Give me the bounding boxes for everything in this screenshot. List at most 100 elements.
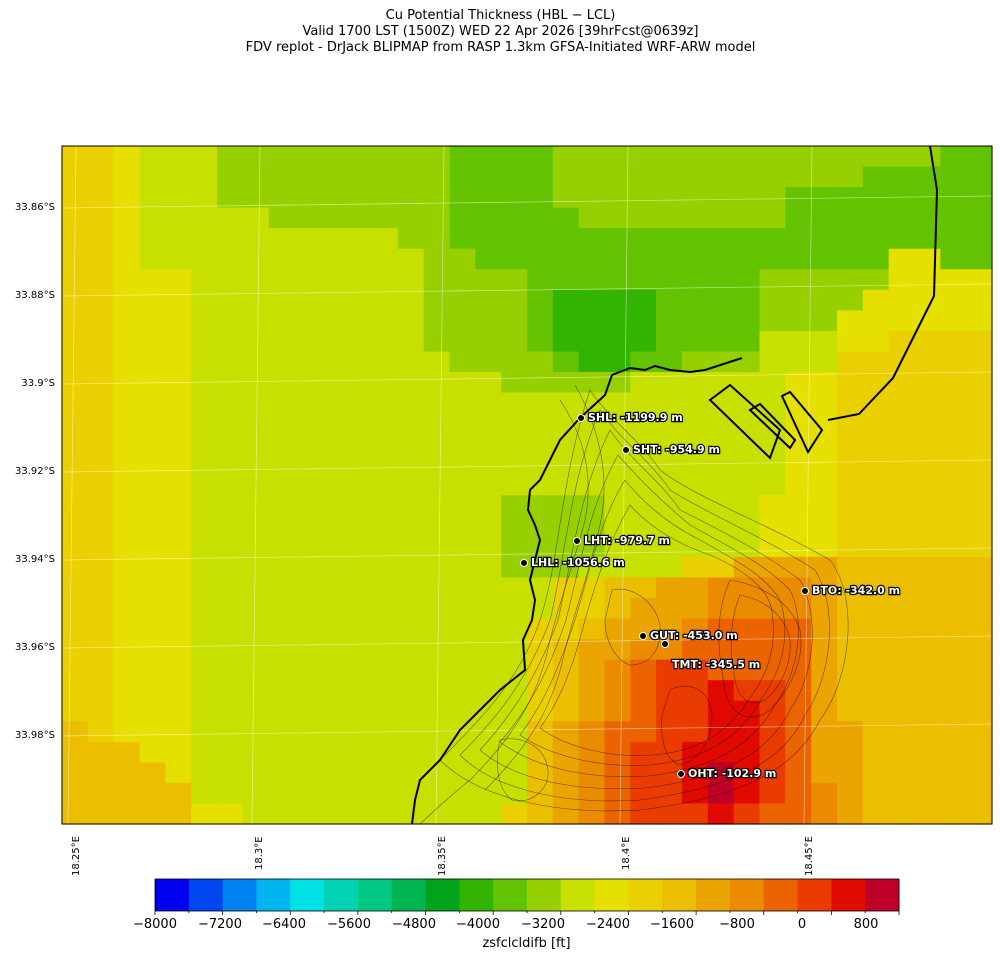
grid-cell	[759, 372, 786, 394]
grid-cell	[604, 721, 631, 743]
grid-cell	[217, 392, 244, 414]
grid-cell	[707, 166, 735, 188]
grid-cell	[733, 207, 761, 229]
grid-cell	[165, 166, 192, 188]
grid-cell	[837, 680, 864, 702]
grid-cell	[656, 659, 683, 681]
grid-cell	[630, 741, 657, 763]
grid-cell	[811, 515, 838, 537]
grid-cell	[87, 577, 115, 599]
grid-cell	[87, 310, 115, 332]
grid-cell	[578, 680, 606, 702]
grid-cell	[139, 577, 166, 599]
grid-cell	[501, 310, 528, 332]
colorbar-label: zsfclcldifb [ft]	[482, 936, 571, 951]
grid-cell	[139, 413, 166, 435]
grid-cell	[372, 454, 399, 476]
grid-cell	[630, 310, 657, 332]
grid-cell	[759, 700, 786, 722]
grid-cell	[888, 577, 916, 599]
grid-cell	[966, 618, 993, 640]
grid-cell	[268, 248, 296, 270]
grid-cell	[217, 454, 244, 476]
grid-cell	[449, 413, 476, 435]
grid-cell	[733, 598, 761, 620]
grid-cell	[785, 269, 812, 291]
grid-cell	[346, 392, 373, 414]
grid-cell	[268, 495, 296, 517]
grid-cell	[87, 166, 115, 188]
grid-cell	[656, 248, 683, 270]
grid-cell	[552, 166, 580, 188]
grid-cell	[914, 495, 941, 517]
grid-cell	[707, 474, 735, 496]
station-marker-oht	[677, 770, 685, 778]
grid-cell	[423, 330, 451, 353]
grid-cell	[113, 454, 141, 476]
grid-cell	[578, 310, 606, 332]
coastline	[411, 145, 939, 825]
grid-cell	[707, 289, 735, 311]
grid-cell	[837, 310, 864, 332]
grid-cell	[604, 618, 631, 640]
station-label-shl: SHL: -1199.9 m	[588, 411, 683, 424]
grid-cell	[707, 146, 735, 168]
grid-cell	[320, 454, 347, 476]
grid-cell	[785, 598, 812, 620]
grid-cell	[62, 392, 89, 414]
terrain-contours	[419, 384, 849, 825]
grid-cell	[294, 413, 321, 435]
grid-cell	[501, 413, 528, 435]
grid-cell	[87, 721, 115, 743]
grid-cell	[604, 392, 631, 414]
grid-cell	[449, 187, 476, 209]
grid-cell	[707, 577, 735, 599]
grid-cell	[139, 310, 166, 332]
grid-cell	[501, 433, 528, 455]
grid-cell	[707, 700, 735, 722]
grid-cell	[294, 577, 321, 599]
grid-cell	[604, 598, 631, 620]
grid-cell	[217, 741, 244, 763]
grid-cell	[759, 556, 786, 579]
grid-cell	[682, 680, 709, 702]
grid-cell	[113, 433, 141, 455]
grid-cell	[113, 351, 141, 373]
grid-cell	[87, 207, 115, 229]
grid-cell	[268, 146, 296, 168]
grid-cell	[397, 454, 425, 476]
grid-cell	[733, 577, 761, 599]
grid-cell	[87, 782, 115, 805]
grid-cell	[733, 392, 761, 414]
grid-cell	[139, 454, 166, 476]
grid-cell	[682, 207, 709, 229]
grid-cell	[268, 741, 296, 763]
grid-cell	[268, 454, 296, 476]
grid-cell	[940, 515, 967, 537]
grid-cell	[811, 495, 838, 517]
grid-cell	[87, 762, 115, 784]
grid-cell	[139, 269, 166, 291]
grid-cell	[733, 146, 761, 168]
grid-cell	[630, 289, 657, 311]
grid-cell	[165, 577, 192, 599]
grid-cell	[423, 454, 451, 476]
grid-cell	[294, 474, 321, 496]
grid-cell	[423, 556, 451, 579]
grid-cell	[113, 392, 141, 414]
grid-cell	[966, 803, 993, 825]
grid-cell	[656, 166, 683, 188]
grid-cell	[397, 474, 425, 496]
grid-cell	[862, 207, 890, 229]
grid-cell	[320, 659, 347, 681]
grid-cell	[966, 495, 993, 517]
grid-cell	[966, 598, 993, 620]
grid-cell	[940, 803, 967, 825]
grid-cell	[578, 166, 606, 188]
grid-cell	[527, 515, 554, 537]
grid-cell	[811, 310, 838, 332]
grid-cell	[397, 330, 425, 353]
grid-cell	[139, 639, 166, 661]
grid-cell	[837, 515, 864, 537]
grid-cell	[682, 700, 709, 722]
